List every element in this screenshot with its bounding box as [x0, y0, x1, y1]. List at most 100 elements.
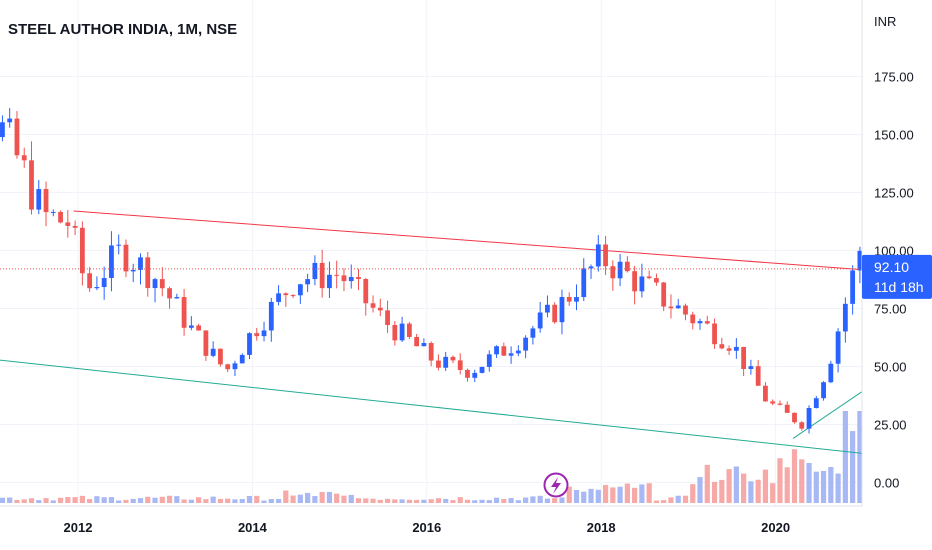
volume-bar: [661, 500, 667, 503]
candle-body: [159, 279, 165, 289]
candle-body: [617, 261, 623, 279]
candle-body: [523, 337, 529, 351]
volume-bar: [530, 496, 536, 503]
candle-body: [755, 366, 761, 386]
volume-bar: [166, 495, 173, 503]
candle-body: [770, 401, 776, 404]
candle-body: [232, 363, 238, 370]
volume-bar: [7, 497, 13, 503]
volume-bar: [57, 497, 64, 503]
candle-body: [537, 312, 543, 329]
time-tick-label: 2016: [412, 520, 441, 535]
volume-bar: [290, 495, 296, 503]
candle-body: [436, 360, 441, 368]
candle-body: [218, 348, 223, 365]
volume-bar: [559, 497, 565, 503]
volume-bar: [806, 462, 812, 503]
volume-bar: [791, 449, 798, 503]
volume-bar: [392, 499, 398, 503]
time-axis-background[interactable]: [0, 506, 932, 550]
candle-body: [181, 297, 187, 328]
green-trendline[interactable]: [0, 353, 932, 534]
candle-body: [50, 211, 56, 213]
volume-bar: [566, 486, 572, 503]
price-tick-label: 75.00: [874, 302, 907, 317]
currency-label: INR: [874, 14, 896, 29]
volume-bar: [595, 489, 601, 503]
price-axis-background[interactable]: [862, 0, 932, 506]
time-axis-ticks: 201220142016201820202022202420262028203: [64, 520, 791, 535]
volume-bar: [312, 496, 318, 503]
volume-bar: [28, 498, 35, 503]
candle-body: [777, 403, 783, 405]
candle-body: [661, 282, 667, 307]
volume-bar: [268, 499, 274, 503]
candle-body: [196, 325, 202, 331]
price-tick-label: 150.00: [874, 128, 914, 143]
candle-body: [58, 211, 63, 223]
time-tick-label: 2014: [238, 520, 268, 535]
price-tick-label: 175.00: [874, 70, 914, 85]
volume-bar: [784, 467, 790, 503]
volume-bar: [217, 498, 224, 503]
candle-body: [545, 304, 550, 313]
candle-body: [43, 189, 49, 213]
volume-bar: [770, 483, 776, 503]
volume-bar: [428, 499, 434, 503]
volume-bar: [101, 497, 107, 503]
volume-bar: [581, 491, 587, 503]
price-axis-ticks: 0.00 25.00 50.00 75.00 100.00 125.00 150.00 175…: [874, 70, 914, 491]
volume-bar: [94, 496, 100, 503]
candle-body: [21, 155, 27, 161]
volume-bar: [617, 486, 623, 503]
volume-bar: [21, 499, 27, 503]
volume-bar: [457, 497, 463, 503]
lightning-icon[interactable]: [543, 472, 569, 498]
volume-bar: [137, 498, 144, 503]
candle-body: [203, 330, 209, 356]
candle-body: [261, 330, 267, 337]
candle-body: [414, 336, 420, 347]
candle-body: [465, 369, 470, 378]
candle-body: [639, 276, 645, 292]
volume-bar: [334, 493, 340, 503]
candle-body: [588, 266, 594, 269]
candle-body: [348, 277, 354, 282]
candle-body: [421, 343, 427, 347]
volume-bar: [399, 499, 405, 503]
volume-bar: [14, 500, 20, 503]
volume-bar: [602, 484, 609, 503]
candle-body: [123, 244, 129, 272]
candle-body: [370, 303, 376, 308]
candle-body: [654, 278, 659, 283]
volume-bar: [443, 498, 449, 503]
candle-body: [297, 284, 303, 296]
volume-bar: [624, 483, 630, 503]
volume-bar: [435, 498, 442, 503]
candle-body: [842, 303, 848, 332]
candle-body: [806, 408, 812, 429]
volume-bar: [421, 499, 427, 503]
candle-body: [65, 222, 71, 226]
candle-body: [610, 266, 616, 279]
candle-body: [450, 356, 456, 361]
volume-bar: [79, 495, 85, 503]
candle-body: [327, 274, 332, 289]
volume-bar: [355, 498, 362, 503]
red-trendline[interactable]: [73, 210, 932, 329]
volume-bar: [799, 459, 805, 503]
volume-bar: [632, 487, 638, 503]
volume-bar: [813, 471, 819, 503]
volume-bars: [0, 411, 932, 503]
candle-body: [392, 325, 398, 341]
candle-body: [377, 307, 383, 311]
volume-bar: [508, 498, 514, 503]
candle-body: [741, 346, 747, 370]
volume-bar: [711, 481, 718, 503]
volume-bar: [646, 483, 652, 503]
volume-bar: [552, 498, 558, 503]
candle-body: [72, 225, 78, 228]
time-tick-label: 2012: [64, 520, 93, 535]
candle-body: [247, 333, 252, 355]
